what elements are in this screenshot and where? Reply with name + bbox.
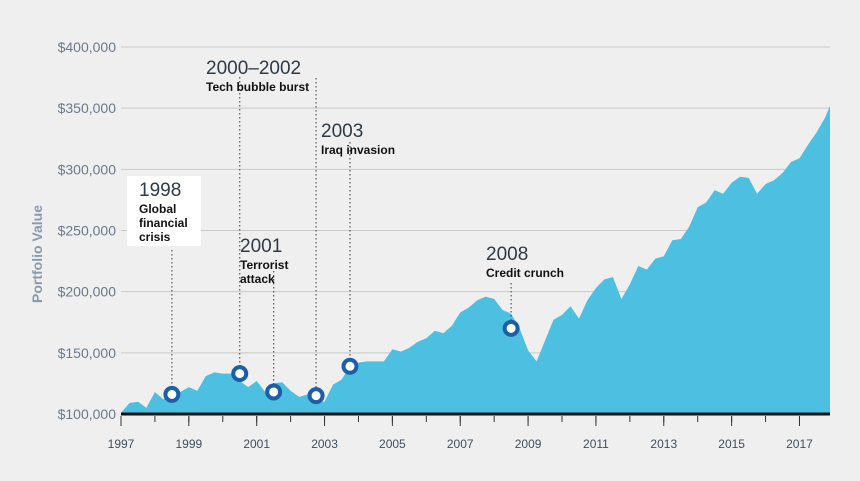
x-tick-label: 2013: [650, 437, 677, 451]
y-tick-label: $250,000: [58, 223, 117, 239]
event-marker: [307, 387, 325, 405]
y-tick-label: $400,000: [58, 39, 117, 55]
x-tick-label: 2017: [786, 437, 813, 451]
annotation-text: Terrorist: [240, 258, 288, 272]
annotation-text: Tech bubble burst: [206, 80, 309, 94]
annotation-year: 1998: [139, 180, 181, 201]
annotation-text: Credit crunch: [486, 266, 564, 280]
y-axis-label: Portfolio Value: [29, 205, 45, 303]
annotation-text: Global: [139, 202, 176, 216]
y-tick-label: $100,000: [58, 406, 117, 422]
portfolio-area-series: [121, 105, 830, 414]
y-axis-ticks: $100,000 $150,000 $200,000 $250,000 $300,000…: [58, 39, 117, 422]
annotation-year: 2008: [486, 244, 528, 265]
event-marker: [163, 385, 181, 403]
event-marker: [341, 357, 359, 375]
annotation-text: Iraq invasion: [321, 143, 395, 157]
annotation-box: [127, 176, 201, 246]
x-tick-label: 2015: [718, 437, 745, 451]
annotation-text: financial: [139, 216, 188, 230]
y-tick-label: $300,000: [58, 161, 117, 177]
x-tick-label: 2001: [243, 437, 270, 451]
event-marker: [265, 383, 283, 401]
annotation-year: 2003: [321, 121, 363, 142]
x-tick-label: 2003: [311, 437, 338, 451]
y-tick-label: $200,000: [58, 284, 117, 300]
x-tick-label: 2005: [379, 437, 406, 451]
x-tick-label: 1999: [175, 437, 202, 451]
y-tick-label: $350,000: [58, 100, 117, 116]
event-marker: [231, 365, 249, 383]
y-tick-label: $150,000: [58, 345, 117, 361]
annotation-text: attack: [240, 272, 275, 286]
annotation-year: 2001: [240, 236, 282, 257]
x-tick-label: 2009: [515, 437, 542, 451]
x-tick-label: 2011: [583, 437, 609, 451]
event-marker: [502, 319, 520, 337]
annotation-text: crisis: [139, 230, 171, 244]
x-tick-label: 2007: [447, 437, 474, 451]
x-tick-label: 1997: [108, 437, 135, 451]
x-axis-ticks: 1997 1999 2001 2003 2005 2007 2009 2011 2013 2015…: [108, 416, 813, 451]
annotation-marker: [307, 78, 325, 405]
annotation-year: 2000–2002: [206, 58, 301, 79]
